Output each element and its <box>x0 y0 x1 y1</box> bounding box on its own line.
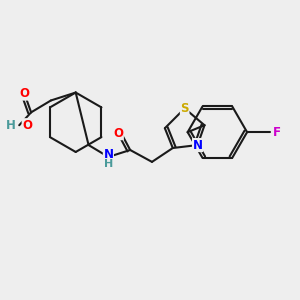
Text: N: N <box>103 148 113 161</box>
Text: H: H <box>104 159 113 169</box>
Text: O: O <box>19 87 29 100</box>
Text: O: O <box>113 127 123 140</box>
Text: S: S <box>180 102 189 115</box>
Text: O: O <box>22 119 32 132</box>
Text: H: H <box>6 119 16 132</box>
Text: F: F <box>273 126 281 139</box>
Text: N: N <box>193 139 202 152</box>
